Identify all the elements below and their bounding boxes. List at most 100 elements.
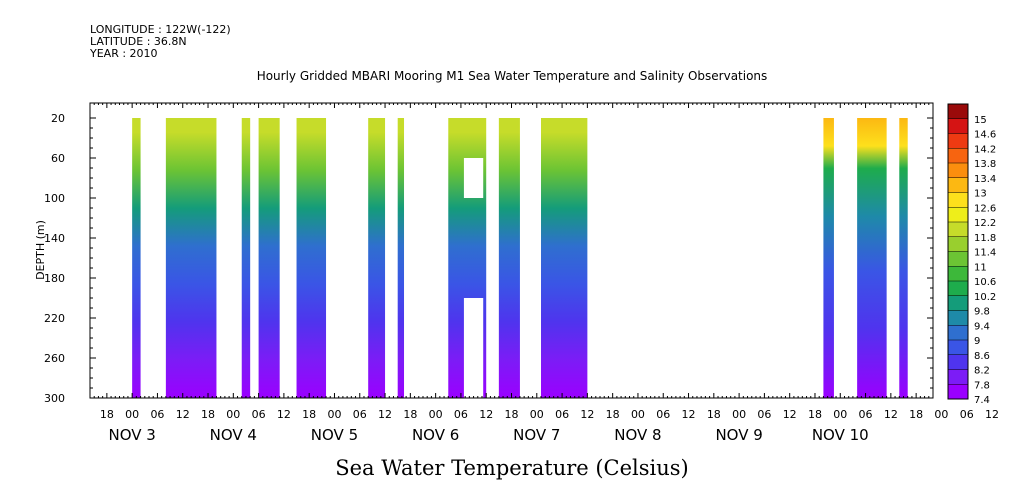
colorbar-level-label: 12.6 <box>974 203 996 214</box>
colorbar-swatch <box>948 384 968 399</box>
latitude-label: LATITUDE : 36.8N <box>90 35 187 48</box>
x-day-label: NOV 3 <box>108 426 155 444</box>
colorbar-level-label: 13.8 <box>974 159 996 170</box>
y-tick-label: 180 <box>44 272 65 285</box>
colorbar-swatch <box>948 340 968 355</box>
colorbar-swatch <box>948 310 968 326</box>
x-hour-tick-label: 06 <box>960 408 974 421</box>
colorbar-swatch <box>948 369 968 385</box>
colorbar-swatch <box>948 177 968 193</box>
x-hour-tick-label: 12 <box>884 408 898 421</box>
x-hour-tick-label: 06 <box>454 408 468 421</box>
colorbar-swatch <box>948 192 968 208</box>
x-hour-tick-label: 18 <box>707 408 721 421</box>
x-hour-tick-label: 06 <box>656 408 670 421</box>
colorbar-swatch <box>948 118 968 134</box>
data-segment <box>296 118 327 398</box>
colorbar-swatch <box>948 325 968 340</box>
x-hour-tick-label: 00 <box>732 408 746 421</box>
y-tick-label: 20 <box>51 112 65 125</box>
x-hour-tick-label: 12 <box>985 408 999 421</box>
data-segment <box>165 118 217 398</box>
x-hour-tick-label: 12 <box>176 408 190 421</box>
colorbar-swatch <box>948 354 968 370</box>
x-hour-tick-label: 18 <box>201 408 215 421</box>
x-hour-tick-label: 18 <box>909 408 923 421</box>
data-segment <box>857 118 887 398</box>
colorbar-swatch <box>948 281 968 296</box>
colorbar-level-label: 9.8 <box>974 307 990 318</box>
y-tick-label: 260 <box>44 352 65 365</box>
colorbar-level-label: 7.8 <box>974 380 990 391</box>
colorbar-swatch <box>948 266 968 281</box>
x-hour-tick-label: 06 <box>757 408 771 421</box>
colorbar-level-label: 11.4 <box>974 248 996 259</box>
x-hour-tick-label: 18 <box>302 408 316 421</box>
x-hour-tick-label: 00 <box>631 408 645 421</box>
colorbar-level-label: 9 <box>974 336 980 347</box>
x-hour-tick-label: 18 <box>808 408 822 421</box>
year-label: YEAR : 2010 <box>90 47 158 60</box>
data-segment <box>823 118 834 398</box>
colorbar-swatch <box>948 295 968 311</box>
x-hour-tick-label: 00 <box>833 408 847 421</box>
x-hour-tick-label: 06 <box>353 408 367 421</box>
y-tick-label: 140 <box>44 232 65 245</box>
x-hour-tick-label: 12 <box>580 408 594 421</box>
x-day-label: NOV 9 <box>715 426 762 444</box>
y-axis: 20 60 100 140 180 220 260 300 <box>44 112 933 405</box>
colorbar-level-label: 8.6 <box>974 351 990 362</box>
x-hour-tick-label: 00 <box>226 408 240 421</box>
data-segment <box>397 118 405 398</box>
x-hour-tick-label: 06 <box>150 408 164 421</box>
colorbar-swatch <box>948 104 968 119</box>
x-hour-tick-label: 12 <box>277 408 291 421</box>
x-hour-tick-label: 12 <box>479 408 493 421</box>
colorbar-level-label: 10.2 <box>974 292 996 303</box>
y-tick-label: 60 <box>51 152 65 165</box>
colorbar-swatch <box>948 222 968 237</box>
x-hour-tick-label: 12 <box>783 408 797 421</box>
x-hour-tick-label: 06 <box>555 408 569 421</box>
data-segment <box>498 118 520 398</box>
x-day-label: NOV 5 <box>311 426 358 444</box>
x-day-label: NOV 6 <box>412 426 459 444</box>
x-hour-tick-label: 06 <box>252 408 266 421</box>
x-day-label: NOV 10 <box>812 426 869 444</box>
x-hour-tick-label: 00 <box>934 408 948 421</box>
colorbar-level-label: 14.6 <box>974 130 996 141</box>
x-hour-tick-label: 12 <box>682 408 696 421</box>
variable-label: Sea Water Temperature (Celsius) <box>335 456 689 480</box>
x-day-label: NOV 4 <box>210 426 257 444</box>
longitude-label: LONGITUDE : 122W(-122) <box>90 23 231 36</box>
colorbar-level-label: 12.2 <box>974 218 996 229</box>
data-segment <box>241 118 251 398</box>
colorbar-level-label: 8.2 <box>974 366 990 377</box>
x-hour-tick-label: 00 <box>429 408 443 421</box>
x-day-label: NOV 7 <box>513 426 560 444</box>
colorbar-swatch <box>948 251 968 267</box>
colorbar-frame <box>947 103 969 400</box>
data-segment <box>899 118 908 398</box>
colorbar: 7.4 7.8 8.2 8.6 9 9.4 9.8 10.2 10.6 11 11.4 11.8 12.… <box>947 103 996 406</box>
data-segment <box>258 118 280 398</box>
colorbar-level-label: 9.4 <box>974 321 990 332</box>
x-hour-tick-label: 18 <box>606 408 620 421</box>
data-segment <box>541 118 588 398</box>
x-hour-tick-label: 18 <box>403 408 417 421</box>
colorbar-level-label: 13 <box>974 189 987 200</box>
x-hour-tick-label: 12 <box>378 408 392 421</box>
colorbar-level-label: 11 <box>974 262 987 273</box>
colorbar-level-label: 13.4 <box>974 174 996 185</box>
x-day-label: NOV 8 <box>614 426 661 444</box>
y-tick-label: 100 <box>44 192 65 205</box>
x-axis: 18 00 06 12 18 00 06 12 18 00 06 12 18 00 06 12 18 00 06 12… <box>89 103 999 444</box>
missing-data-gap <box>463 298 484 398</box>
colorbar-level-label: 7.4 <box>974 395 990 406</box>
x-hour-tick-label: 18 <box>505 408 519 421</box>
data-segment <box>368 118 386 398</box>
x-hour-tick-label: 00 <box>327 408 341 421</box>
missing-data-gap <box>463 158 484 198</box>
y-axis-label: DEPTH (m) <box>34 220 47 280</box>
